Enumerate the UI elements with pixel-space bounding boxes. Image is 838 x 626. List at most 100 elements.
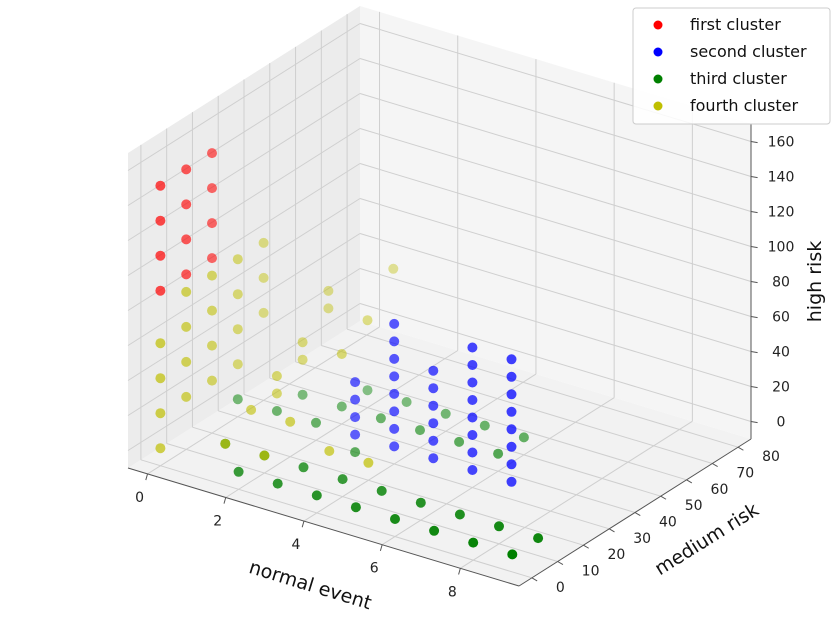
data-point-3 bbox=[272, 478, 283, 489]
z-tick-label: 80 bbox=[772, 275, 790, 291]
data-point-4 bbox=[181, 391, 192, 402]
data-point-4 bbox=[362, 315, 373, 326]
data-point-1 bbox=[155, 215, 166, 226]
x-tick-label: 8 bbox=[448, 584, 457, 600]
data-point-3 bbox=[375, 413, 386, 424]
data-point-4 bbox=[232, 289, 243, 300]
data-point-2 bbox=[389, 371, 400, 382]
data-point-2 bbox=[350, 394, 361, 405]
legend: first cluster second cluster third clust… bbox=[632, 7, 831, 125]
grid-z-back bbox=[359, 163, 752, 282]
data-point-3 bbox=[376, 485, 387, 496]
data-point-3 bbox=[350, 502, 361, 513]
grid-z-back bbox=[359, 128, 752, 247]
x-tick-label: 6 bbox=[370, 561, 379, 577]
data-point-2 bbox=[506, 389, 517, 400]
data-point-2 bbox=[467, 430, 478, 440]
grid-z-side bbox=[127, 198, 361, 346]
data-point-3 bbox=[454, 509, 465, 520]
data-point-1 bbox=[155, 180, 166, 191]
data-point-3 bbox=[232, 394, 243, 405]
data-point-2 bbox=[467, 377, 478, 388]
grid-z-back bbox=[359, 233, 752, 352]
y-tick-label: 30 bbox=[633, 531, 651, 547]
data-point-2 bbox=[350, 412, 361, 423]
data-point-4 bbox=[155, 443, 166, 454]
grid-y-floor bbox=[166, 443, 558, 562]
data-point-4 bbox=[207, 340, 217, 351]
x-tick-label-mark bbox=[379, 544, 383, 551]
data-point-4 bbox=[207, 305, 217, 316]
data-point-2 bbox=[428, 383, 439, 394]
grid-y-floor bbox=[192, 426, 584, 546]
data-point-4 bbox=[323, 285, 334, 296]
x-tick-label-mark bbox=[458, 568, 461, 575]
legend-marker-first bbox=[653, 20, 663, 30]
x-tick-label: 4 bbox=[291, 537, 300, 553]
z-tick-label: 100 bbox=[768, 240, 795, 256]
z-tick-label: 120 bbox=[768, 205, 795, 221]
data-point-4 bbox=[297, 354, 308, 365]
data-point-1 bbox=[207, 253, 217, 264]
z-tick-label-mark bbox=[750, 351, 758, 354]
z-tick-label-mark bbox=[750, 316, 758, 319]
data-point-2 bbox=[389, 388, 400, 399]
data-point-2 bbox=[467, 412, 478, 423]
data-point-2 bbox=[467, 342, 478, 353]
x-axis-line bbox=[127, 467, 520, 587]
x-tick-label-mark bbox=[301, 520, 305, 528]
legend-label-fourth: fourth cluster bbox=[690, 96, 798, 115]
data-point-2 bbox=[428, 365, 439, 376]
legend-frame bbox=[632, 7, 831, 125]
data-point-2 bbox=[506, 459, 517, 470]
data-point-4 bbox=[207, 270, 217, 281]
data-point-1 bbox=[181, 164, 192, 175]
data-point-4 bbox=[220, 438, 231, 449]
data-point-4 bbox=[155, 408, 166, 419]
data-point-3 bbox=[337, 474, 348, 485]
legend-marker-fourth bbox=[653, 101, 663, 111]
data-point-2 bbox=[506, 441, 517, 452]
data-point-4 bbox=[181, 286, 192, 297]
data-point-3 bbox=[362, 385, 373, 396]
data-point-3 bbox=[298, 462, 309, 473]
x-tick-label: 0 bbox=[135, 490, 144, 506]
data-point-3 bbox=[336, 401, 347, 412]
grid-z-side bbox=[127, 128, 361, 276]
legend-marker-third bbox=[653, 74, 663, 84]
data-point-4 bbox=[232, 324, 243, 335]
grid-z-side bbox=[127, 303, 361, 451]
data-point-3 bbox=[533, 533, 544, 544]
grid-z-back bbox=[359, 198, 752, 317]
data-point-4 bbox=[336, 349, 347, 359]
grid-z-side bbox=[127, 93, 361, 241]
data-point-4 bbox=[246, 404, 257, 415]
grid-y-floor bbox=[243, 394, 636, 513]
data-point-4 bbox=[297, 337, 308, 348]
data-point-4 bbox=[324, 446, 335, 456]
data-point-4 bbox=[258, 307, 269, 318]
data-point-4 bbox=[285, 416, 296, 427]
data-point-2 bbox=[389, 336, 400, 347]
grid-z-back bbox=[359, 58, 752, 177]
z-tick-label-mark bbox=[750, 281, 758, 284]
data-point-4 bbox=[155, 338, 166, 349]
y-tick-label-mark bbox=[737, 446, 744, 451]
data-point-2 bbox=[389, 318, 400, 329]
y-tick-label-mark bbox=[634, 512, 641, 517]
data-point-3 bbox=[494, 521, 504, 532]
z-tick-label-mark bbox=[750, 246, 758, 249]
legend-label-third: third cluster bbox=[690, 69, 787, 88]
z-tick-label-mark bbox=[750, 421, 758, 424]
grid-y-floor bbox=[218, 410, 610, 530]
y-tick-label-mark bbox=[557, 561, 564, 566]
data-point-3 bbox=[479, 420, 490, 431]
z-tick-label: 20 bbox=[772, 380, 790, 396]
z-tick-label: 0 bbox=[777, 415, 786, 431]
data-point-3 bbox=[233, 466, 244, 477]
grid-y-floor bbox=[295, 361, 687, 481]
data-point-2 bbox=[389, 441, 400, 452]
z-tick-label: 40 bbox=[772, 345, 790, 361]
z-tick-label-mark bbox=[750, 386, 758, 389]
